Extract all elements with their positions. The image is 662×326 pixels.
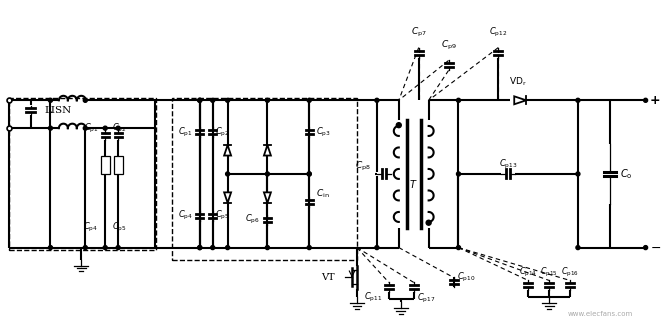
Circle shape: [265, 172, 269, 176]
Circle shape: [48, 245, 52, 250]
Text: $C_{\rm p11}$: $C_{\rm p11}$: [365, 291, 383, 304]
Circle shape: [103, 126, 107, 130]
Text: +: +: [649, 94, 660, 107]
Text: $C_{\rm p2}$: $C_{\rm p2}$: [214, 126, 230, 139]
Text: $T$: $T$: [409, 178, 418, 190]
Text: $C_{\rm p15}$: $C_{\rm p15}$: [540, 266, 558, 279]
Text: $C_{\rm o}$: $C_{\rm o}$: [620, 167, 632, 181]
Circle shape: [83, 98, 87, 102]
Circle shape: [116, 245, 120, 250]
Circle shape: [576, 245, 580, 250]
Circle shape: [397, 123, 401, 128]
Text: $C_{\rm in}$: $C_{\rm in}$: [316, 187, 330, 200]
Text: $C_{\rm p5}$: $C_{\rm p5}$: [112, 221, 127, 234]
Text: LISN: LISN: [45, 106, 72, 115]
Circle shape: [426, 220, 431, 225]
Text: $C_{\rm p1}$: $C_{\rm p1}$: [83, 122, 98, 135]
Text: www.elecfans.com: www.elecfans.com: [568, 311, 634, 317]
Text: $C_{\rm p4}$: $C_{\rm p4}$: [83, 221, 98, 234]
Circle shape: [48, 98, 52, 102]
Text: $C_{\rm p2}$: $C_{\rm p2}$: [112, 122, 127, 135]
Circle shape: [226, 98, 230, 102]
Text: $C_{\rm p17}$: $C_{\rm p17}$: [416, 292, 435, 305]
Circle shape: [226, 245, 230, 250]
Text: $C_{\rm p9}$: $C_{\rm p9}$: [441, 39, 457, 52]
Circle shape: [226, 172, 230, 176]
Circle shape: [576, 98, 580, 102]
Circle shape: [307, 98, 311, 102]
Circle shape: [265, 98, 269, 102]
Text: $C_{\rm p8}$: $C_{\rm p8}$: [355, 159, 371, 172]
Circle shape: [48, 126, 52, 130]
Text: $C_{\rm p13}$: $C_{\rm p13}$: [499, 157, 518, 170]
Text: $C_{\rm p12}$: $C_{\rm p12}$: [489, 26, 508, 39]
Circle shape: [116, 126, 120, 130]
Bar: [114, 156, 122, 174]
Circle shape: [643, 245, 647, 250]
Circle shape: [643, 98, 647, 102]
Polygon shape: [224, 192, 231, 203]
Circle shape: [265, 245, 269, 250]
Polygon shape: [264, 145, 271, 156]
Circle shape: [375, 245, 379, 250]
Circle shape: [211, 245, 214, 250]
Text: $C_{\rm p14}$: $C_{\rm p14}$: [519, 266, 537, 279]
Circle shape: [457, 172, 461, 176]
Text: $\rm VD_r$: $\rm VD_r$: [509, 76, 527, 88]
Circle shape: [307, 245, 311, 250]
Text: $C_{\rm p16}$: $C_{\rm p16}$: [561, 266, 579, 279]
Circle shape: [103, 245, 107, 250]
Circle shape: [198, 245, 202, 250]
Bar: [172, 98, 357, 259]
Circle shape: [211, 98, 214, 102]
Circle shape: [576, 172, 580, 176]
Polygon shape: [224, 145, 231, 156]
Circle shape: [307, 172, 311, 176]
Text: VT: VT: [322, 273, 335, 282]
Circle shape: [198, 245, 202, 250]
Circle shape: [83, 245, 87, 250]
Polygon shape: [264, 192, 271, 203]
Circle shape: [198, 98, 202, 102]
Text: $-$: $-$: [649, 241, 661, 254]
Polygon shape: [514, 96, 526, 104]
Circle shape: [83, 126, 87, 130]
Text: $C_{\rm p3}$: $C_{\rm p3}$: [316, 126, 331, 139]
Text: $C_{\rm p7}$: $C_{\rm p7}$: [411, 26, 426, 39]
Text: $C_{\rm p10}$: $C_{\rm p10}$: [457, 271, 475, 284]
Text: $C_{\rm p5}$: $C_{\rm p5}$: [214, 209, 230, 222]
Circle shape: [457, 98, 461, 102]
Text: $C_{\rm p6}$: $C_{\rm p6}$: [244, 213, 260, 226]
Circle shape: [307, 172, 311, 176]
Bar: [9, 98, 156, 250]
Text: $C_{\rm p1}$: $C_{\rm p1}$: [178, 126, 193, 139]
Circle shape: [198, 98, 202, 102]
Circle shape: [457, 245, 461, 250]
Bar: [101, 156, 110, 174]
Circle shape: [375, 98, 379, 102]
Text: $C_{\rm p4}$: $C_{\rm p4}$: [178, 209, 193, 222]
